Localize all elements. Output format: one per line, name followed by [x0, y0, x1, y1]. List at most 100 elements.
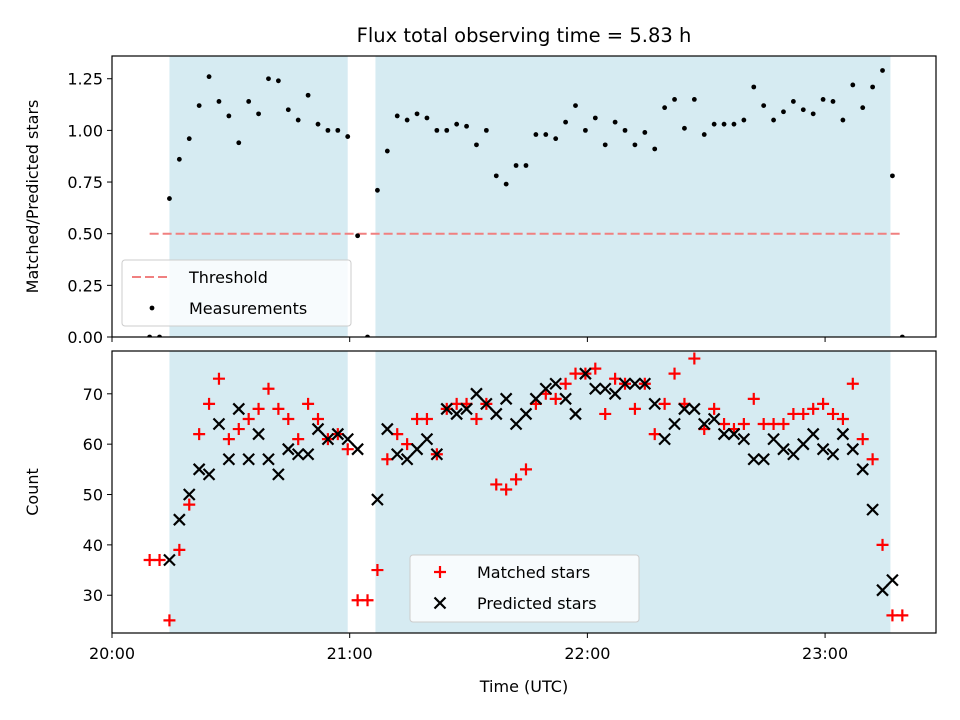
measurements-point-4 — [186, 136, 192, 142]
predicted-stars-point-29 — [460, 402, 473, 416]
measurements-point-20 — [345, 134, 351, 139]
predicted-stars-point-3 — [192, 463, 206, 476]
matched-stars-point-17 — [312, 412, 324, 425]
measurements-point-31 — [454, 121, 460, 127]
matched-stars-point-38 — [519, 463, 532, 476]
matched-stars-point-4 — [183, 498, 196, 511]
matched-stars-point-15 — [292, 433, 305, 446]
predicted-stars-point-8 — [242, 452, 255, 466]
predicted-stars-point-4 — [202, 468, 216, 481]
predicted-stars-point-16 — [321, 432, 335, 446]
measurements-point-57 — [711, 121, 717, 127]
measurements-point-18 — [325, 127, 331, 133]
predicted-stars-point-48 — [648, 397, 662, 411]
measurements-point-16 — [305, 92, 311, 98]
predicted-stars-point-27 — [440, 402, 454, 416]
measurements-point-62 — [761, 103, 767, 108]
measurements-point-66 — [800, 107, 806, 113]
predicted-stars-point-40 — [569, 407, 582, 421]
measurements-point-28 — [424, 115, 430, 121]
measurements-point-21 — [355, 233, 361, 239]
predicted-stars-point-60 — [767, 432, 780, 446]
predicted-stars-point-53 — [697, 417, 711, 431]
matched-stars-point-60 — [737, 418, 750, 431]
measurements-point-68 — [820, 96, 826, 102]
legend-matched-swatch — [434, 566, 446, 578]
matched-stars-point-8 — [222, 433, 235, 446]
matched-stars-point-3 — [173, 543, 186, 556]
measurements-point-49 — [632, 142, 638, 148]
matched-stars-point-36 — [500, 483, 513, 496]
measurements-point-44 — [583, 127, 588, 133]
legend-measurements-swatch — [149, 305, 155, 311]
legend-label: Threshold — [188, 268, 268, 287]
matched-stars-point-13 — [272, 402, 285, 415]
measurements-point-35 — [493, 173, 499, 179]
predicted-stars-point-13 — [291, 447, 305, 461]
matched-stars-point-72 — [856, 433, 869, 446]
matched-stars-point-46 — [599, 407, 612, 420]
legend: Matched stars Predicted stars — [409, 554, 640, 623]
x-tick-label: 21:00 — [327, 644, 373, 663]
matched-stars-point-70 — [836, 412, 849, 425]
matched-stars-point-74 — [876, 538, 889, 551]
measurements-point-61 — [751, 84, 757, 90]
measurements-point-27 — [414, 111, 420, 117]
measurements-point-40 — [543, 132, 549, 137]
measurements-point-45 — [592, 115, 598, 121]
predicted-stars-point-45 — [618, 377, 632, 391]
predicted-stars-point-66 — [826, 447, 840, 461]
predicted-stars-point-51 — [678, 402, 691, 416]
measurements-point-73 — [870, 84, 876, 90]
predicted-stars-point-68 — [846, 442, 860, 456]
measurements-point-6 — [206, 74, 212, 80]
predicted-stars-point-24 — [410, 442, 424, 456]
measurements-point-37 — [513, 163, 519, 168]
measurements-point-56 — [701, 132, 707, 137]
measurements-point-32 — [464, 123, 469, 129]
matched-stars-point-73 — [866, 453, 879, 466]
predicted-stars-point-20 — [371, 493, 384, 506]
measurements-point-39 — [533, 132, 539, 137]
predicted-stars-point-6 — [222, 452, 236, 466]
predicted-stars-point-69 — [856, 463, 869, 476]
predicted-stars-point-50 — [668, 417, 681, 431]
measurements-point-74 — [880, 68, 885, 73]
predicted-stars-point-44 — [608, 387, 622, 401]
measurements-point-70 — [840, 117, 846, 123]
top-panel-ratio: 0.00 0.25 0.50 0.75 1.00 1.25 Matched/Predicte… — [23, 24, 937, 347]
matched-stars-point-22 — [361, 594, 374, 607]
predicted-stars-point-54 — [707, 412, 721, 426]
matched-stars-point-61 — [747, 392, 760, 405]
measurements-point-30 — [444, 127, 450, 133]
predicted-stars-point-72 — [886, 573, 899, 587]
measurements-point-19 — [335, 127, 341, 133]
predicted-stars-point-12 — [282, 442, 295, 456]
matched-stars-point-11 — [252, 402, 265, 415]
predicted-stars-point-64 — [806, 427, 820, 441]
measurements-point-24 — [384, 148, 390, 154]
predicted-stars-point-67 — [836, 427, 850, 441]
predicted-stars-point-62 — [787, 447, 800, 461]
predicted-stars-point-31 — [480, 397, 493, 411]
axes-frame — [111, 55, 937, 338]
predicted-stars-point-43 — [598, 382, 612, 396]
predicted-stars-point-19 — [351, 442, 364, 456]
predicted-stars-point-37 — [539, 382, 553, 396]
measurements-point-8 — [226, 113, 232, 119]
predicted-stars-point-46 — [628, 377, 642, 391]
matched-stars-point-53 — [668, 367, 681, 380]
measurements-point-52 — [662, 105, 668, 111]
shaded-interval-1 — [169, 351, 348, 633]
measurements-point-43 — [573, 103, 578, 108]
measurements-point-60 — [741, 117, 747, 123]
predicted-stars-point-57 — [737, 432, 751, 446]
predicted-stars-point-63 — [797, 437, 810, 451]
measurements-point-34 — [483, 127, 489, 133]
measurements-point-69 — [830, 99, 836, 104]
matched-stars-point-57 — [708, 402, 721, 415]
predicted-stars-point-49 — [658, 432, 671, 446]
measurements-point-26 — [404, 117, 410, 123]
predicted-stars-point-17 — [331, 427, 345, 441]
x-tick-label: 20:00 — [89, 644, 135, 663]
